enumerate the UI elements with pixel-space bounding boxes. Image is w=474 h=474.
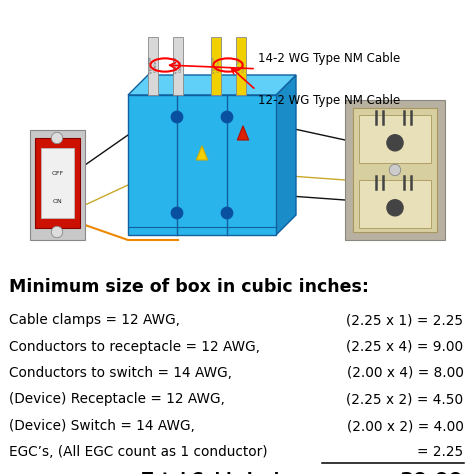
Text: OFF: OFF: [51, 171, 64, 176]
Text: 14-2 WG Type NM Cable: 14-2 WG Type NM Cable: [258, 52, 401, 65]
Polygon shape: [237, 126, 249, 140]
Circle shape: [51, 132, 63, 144]
Circle shape: [171, 111, 182, 123]
Text: Total Cubic Inches: Total Cubic Inches: [142, 472, 306, 474]
Circle shape: [387, 200, 403, 216]
Polygon shape: [359, 180, 431, 228]
Text: 30.00: 30.00: [400, 472, 464, 474]
Circle shape: [221, 111, 233, 123]
Text: ON: ON: [53, 200, 63, 204]
Text: Minimum size of box in cubic inches:: Minimum size of box in cubic inches:: [9, 278, 368, 296]
Polygon shape: [236, 37, 246, 95]
Polygon shape: [276, 75, 296, 235]
Polygon shape: [173, 37, 183, 95]
Text: EGC’s, (All EGC count as 1 conductor): EGC’s, (All EGC count as 1 conductor): [9, 446, 268, 459]
Polygon shape: [359, 115, 431, 163]
Text: (2.25 x 1) = 2.25: (2.25 x 1) = 2.25: [346, 313, 464, 327]
Text: (2.00 x 2) = 4.00: (2.00 x 2) = 4.00: [346, 419, 464, 433]
Polygon shape: [211, 37, 221, 95]
Polygon shape: [35, 138, 80, 228]
Text: Type NM
Cable: Type NM Cable: [173, 57, 182, 75]
Text: 12-2 WG Type NM Cable: 12-2 WG Type NM Cable: [258, 94, 401, 107]
Circle shape: [387, 135, 403, 151]
Text: Type NM
Cable: Type NM Cable: [212, 57, 220, 75]
Circle shape: [171, 207, 182, 219]
Text: (Device) Switch = 14 AWG,: (Device) Switch = 14 AWG,: [9, 419, 195, 433]
Circle shape: [221, 207, 233, 219]
Text: Type NM
Cable: Type NM Cable: [149, 57, 157, 75]
Polygon shape: [41, 148, 74, 218]
Circle shape: [51, 226, 63, 237]
Polygon shape: [128, 95, 276, 235]
Text: Type NM
Cable: Type NM Cable: [237, 57, 246, 75]
Text: (2.25 x 2) = 4.50: (2.25 x 2) = 4.50: [346, 392, 464, 407]
Text: Conductors to receptacle = 12 AWG,: Conductors to receptacle = 12 AWG,: [9, 339, 261, 354]
Text: (Device) Receptacle = 12 AWG,: (Device) Receptacle = 12 AWG,: [9, 392, 225, 407]
Polygon shape: [148, 37, 158, 95]
Polygon shape: [128, 75, 296, 95]
Text: (2.25 x 4) = 9.00: (2.25 x 4) = 9.00: [346, 339, 464, 354]
Polygon shape: [353, 108, 437, 232]
Circle shape: [389, 164, 401, 176]
Polygon shape: [196, 146, 208, 160]
Polygon shape: [345, 100, 445, 240]
Text: = 2.25: = 2.25: [417, 446, 464, 459]
Polygon shape: [30, 130, 85, 240]
Text: (2.00 x 4) = 8.00: (2.00 x 4) = 8.00: [346, 366, 464, 380]
Text: Cable clamps = 12 AWG,: Cable clamps = 12 AWG,: [9, 313, 181, 327]
Text: Conductors to switch = 14 AWG,: Conductors to switch = 14 AWG,: [9, 366, 232, 380]
